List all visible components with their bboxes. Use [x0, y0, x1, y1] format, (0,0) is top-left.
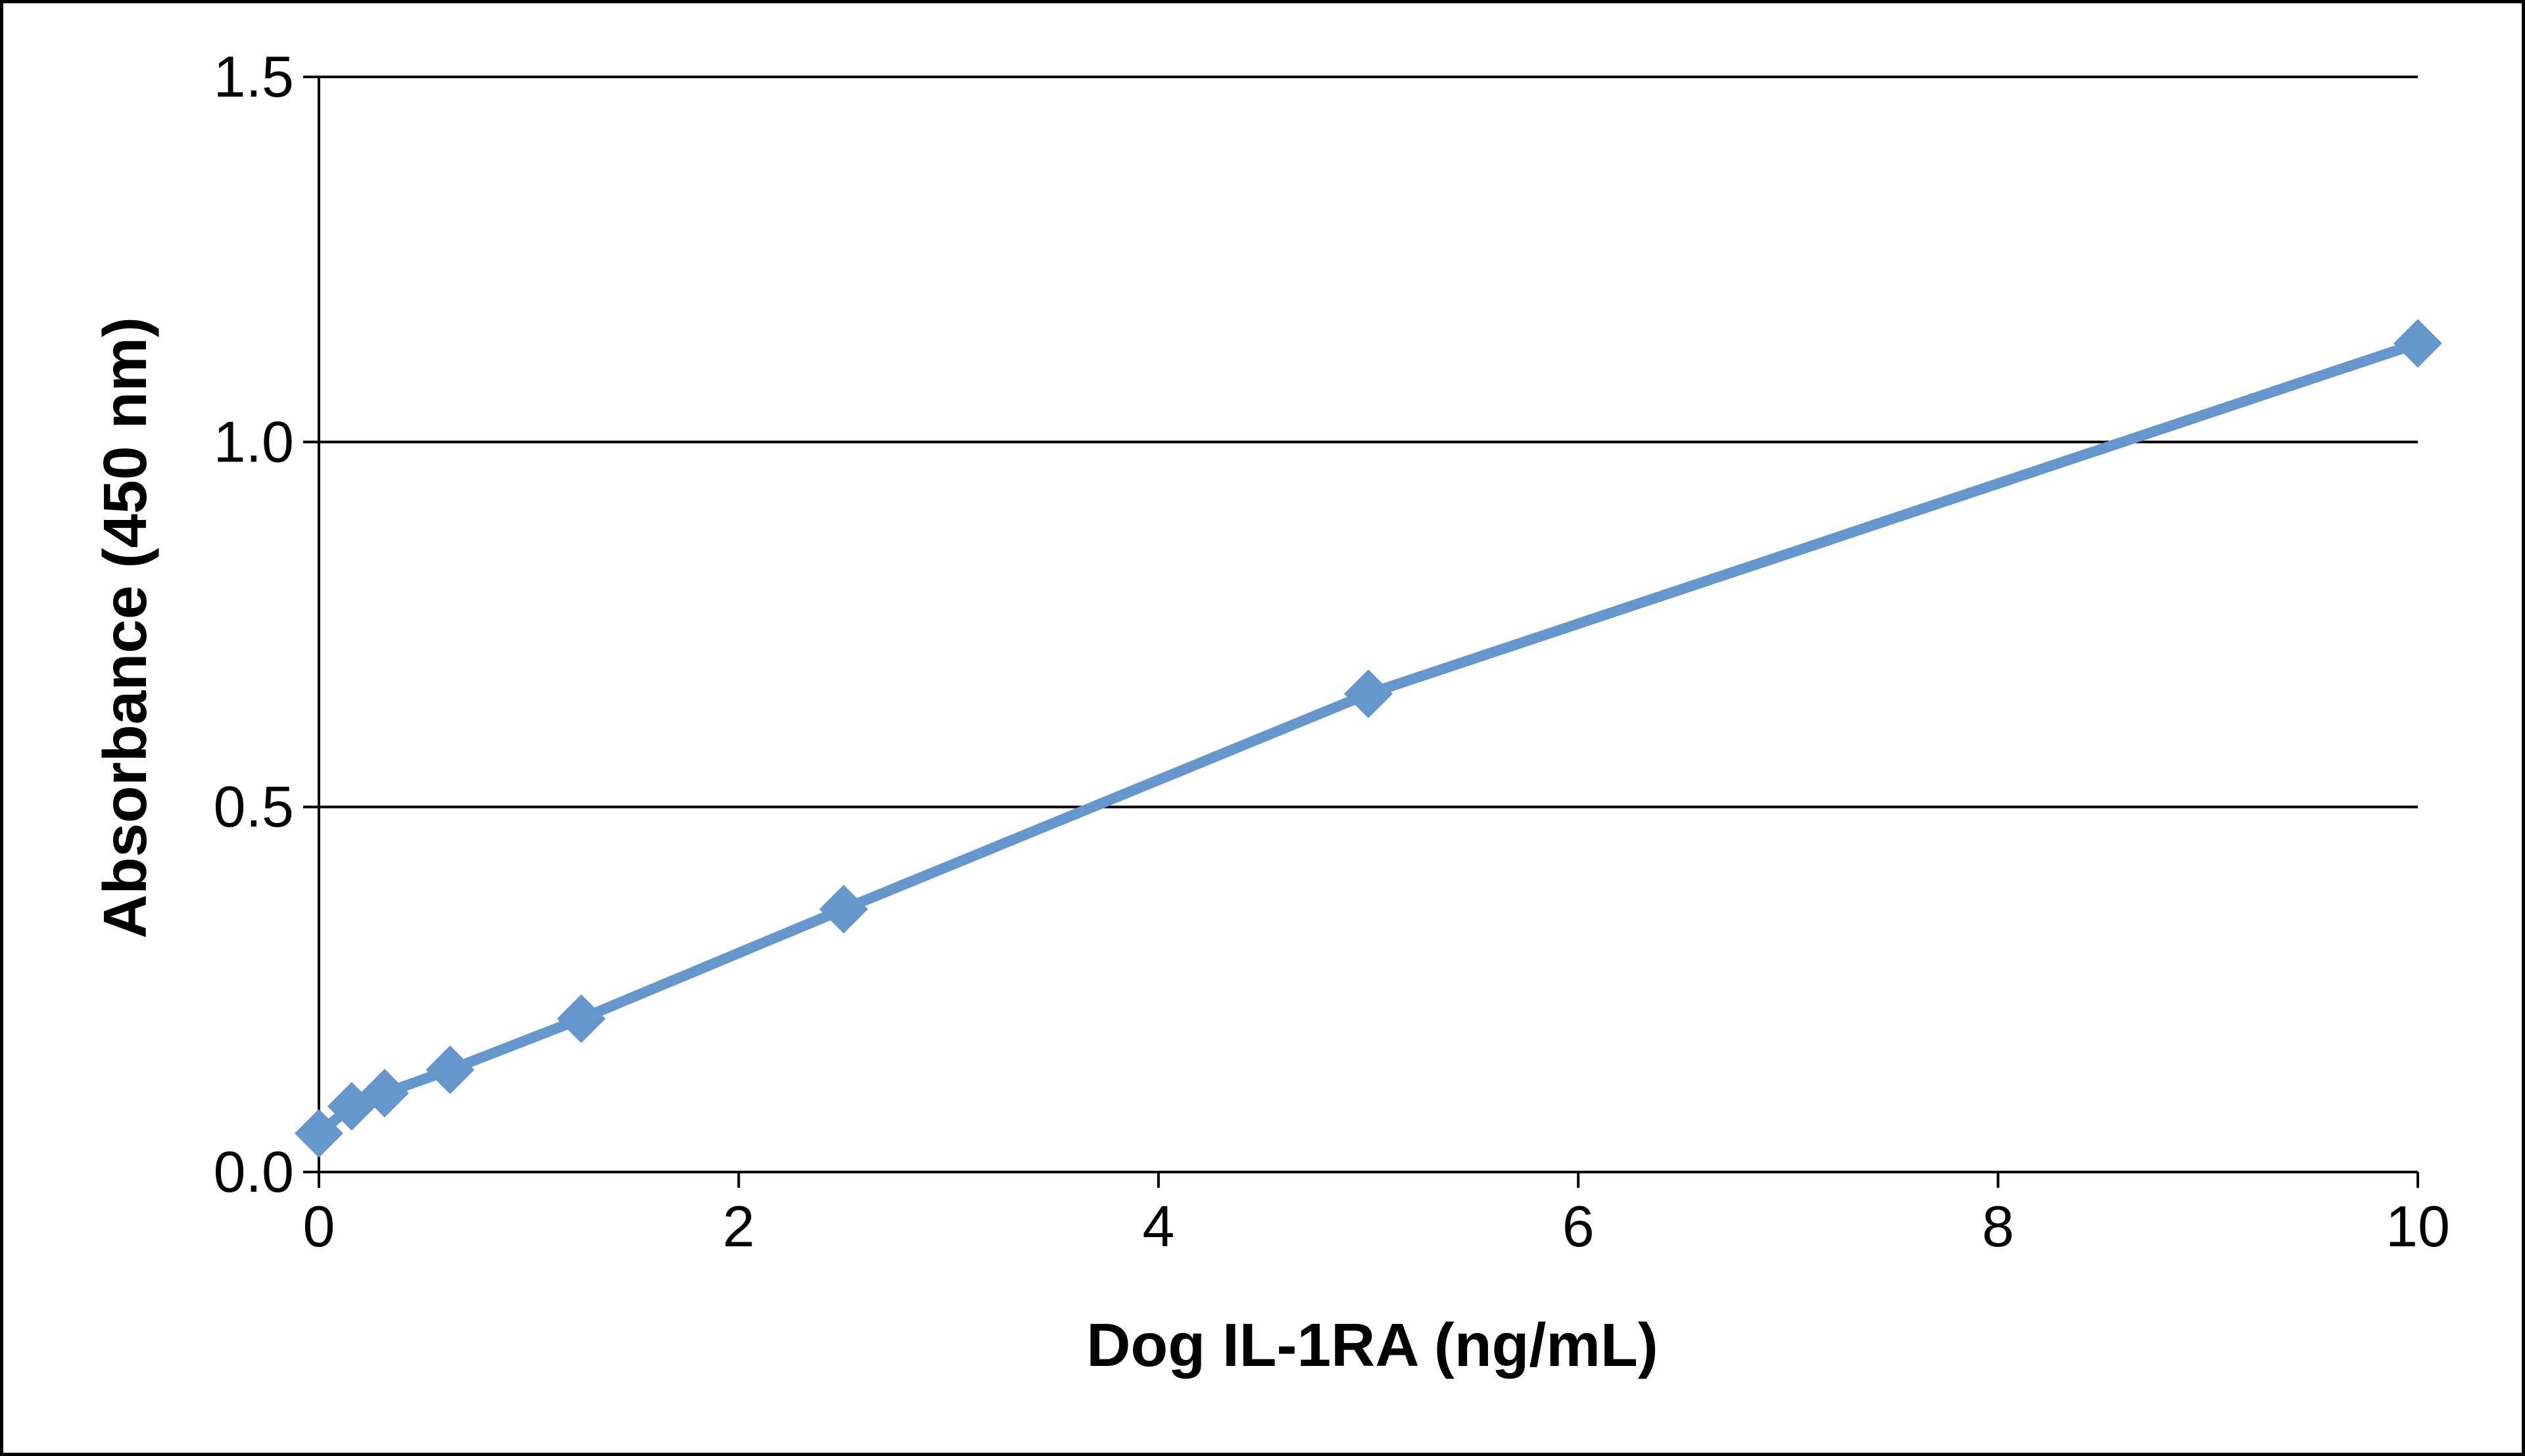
x-tick-label: 2 [723, 1194, 755, 1259]
axes [318, 77, 2418, 1173]
x-tick-label: 8 [1982, 1194, 2014, 1259]
data-point-marker-6 [1344, 669, 1393, 718]
data-point-marker-7 [2393, 319, 2442, 368]
x-tick-label: 4 [1142, 1194, 1174, 1259]
line-chart: 0.0 0.5 1.0 1.5 0 2 4 6 8 10 Dog IL-1RA (ng/mL) A… [91, 44, 2450, 1379]
x-axis-title: Dog IL-1RA (ng/mL) [1086, 1311, 1658, 1379]
ticks: 0.0 0.5 1.0 1.5 0 2 4 6 8 10 [214, 44, 2450, 1259]
y-tick-label: 1.5 [214, 44, 294, 109]
series [295, 319, 2442, 1158]
y-tick-label: 0.5 [214, 774, 294, 839]
y-tick-label: 0.0 [214, 1139, 294, 1204]
data-point-marker-0 [295, 1109, 343, 1158]
y-tick-label: 1.0 [214, 409, 294, 474]
data-point-marker-5 [819, 885, 868, 934]
data-point-marker-4 [557, 994, 606, 1043]
data-point-marker-2 [360, 1069, 409, 1118]
data-point-marker-3 [425, 1045, 475, 1094]
x-tick-label: 0 [303, 1194, 335, 1259]
y-axis-title: Absorbance (450 nm) [91, 317, 159, 939]
gridlines [319, 76, 2418, 809]
x-tick-label: 6 [1562, 1194, 1595, 1259]
x-tick-label: 10 [2386, 1194, 2450, 1259]
series-line-0 [314, 338, 2423, 1139]
